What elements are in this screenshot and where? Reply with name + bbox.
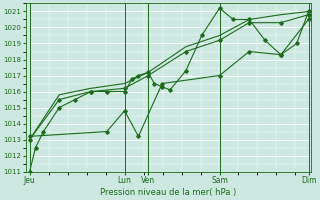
X-axis label: Pression niveau de la mer( hPa ): Pression niveau de la mer( hPa ) (100, 188, 236, 197)
